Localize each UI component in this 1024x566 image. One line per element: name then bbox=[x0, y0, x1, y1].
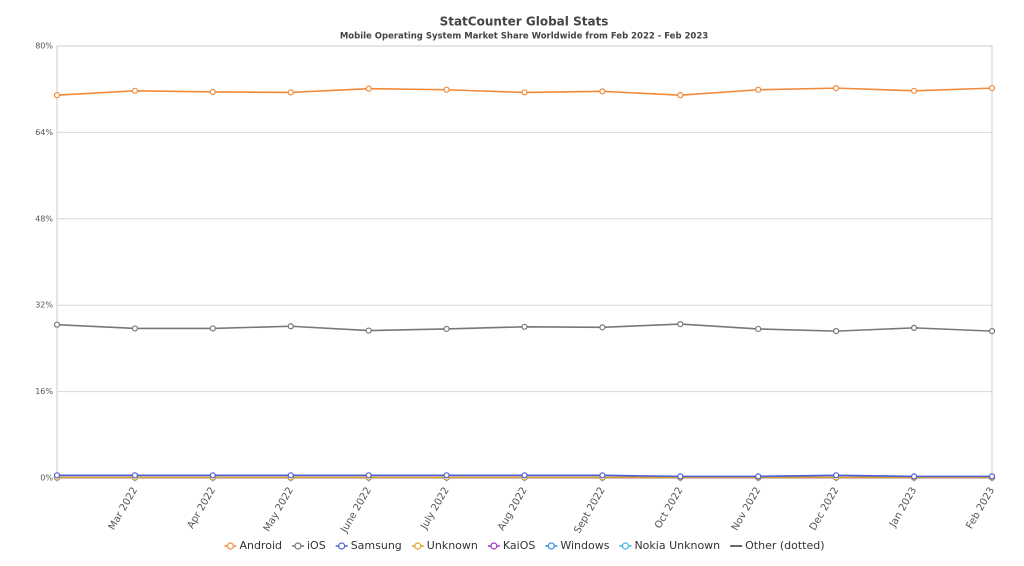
legend-marker bbox=[621, 542, 630, 550]
x-tick-label: July 2022 bbox=[418, 486, 451, 533]
plot-area bbox=[53, 85, 996, 481]
legend-label: Android bbox=[239, 539, 282, 552]
data-point bbox=[521, 323, 528, 330]
y-tick-label: 0% bbox=[40, 474, 53, 483]
legend-item: Unknown bbox=[411, 539, 478, 552]
data-point bbox=[833, 472, 840, 479]
legend-label: Windows bbox=[560, 539, 609, 552]
y-tick-label: 32% bbox=[35, 301, 53, 310]
data-point bbox=[910, 324, 918, 331]
data-point bbox=[910, 473, 918, 480]
legend-marker bbox=[414, 542, 422, 550]
data-point bbox=[131, 325, 139, 332]
grid bbox=[56, 45, 993, 482]
y-tick-label: 16% bbox=[35, 387, 53, 396]
data-point bbox=[443, 325, 450, 333]
legend-marker bbox=[226, 542, 235, 550]
legend-item: Nokia Unknown bbox=[619, 539, 720, 552]
data-point bbox=[599, 324, 606, 331]
data-point bbox=[209, 472, 216, 479]
chart-subtitle: Mobile Operating System Market Share Wor… bbox=[340, 32, 708, 42]
legend-item: Android bbox=[224, 539, 282, 552]
data-point bbox=[287, 89, 294, 96]
legend-item: Windows bbox=[545, 539, 610, 552]
data-point bbox=[988, 85, 996, 92]
data-point bbox=[988, 328, 996, 335]
legend-marker bbox=[338, 542, 346, 550]
data-point bbox=[209, 325, 216, 332]
data-point bbox=[131, 87, 139, 94]
y-tick-label: 48% bbox=[35, 214, 53, 223]
x-tick-label: Aug 2022 bbox=[496, 486, 530, 533]
y-tick-label: 80% bbox=[35, 42, 53, 51]
legend-marker bbox=[294, 542, 302, 550]
data-point bbox=[365, 472, 372, 479]
data-point bbox=[443, 86, 450, 93]
data-point bbox=[209, 88, 216, 96]
data-point bbox=[755, 86, 762, 93]
legend-item: KaiOS bbox=[487, 539, 535, 552]
data-point bbox=[365, 327, 372, 334]
data-point bbox=[833, 328, 840, 335]
data-point bbox=[677, 473, 684, 480]
legend: Android iOS Samsung Unknown KaiOS Windows Noki… bbox=[224, 539, 825, 552]
x-tick-label: Feb 2023 bbox=[964, 486, 997, 532]
legend-label: iOS bbox=[307, 539, 326, 552]
legend-item: Samsung bbox=[335, 539, 402, 552]
x-tick-label: Oct 2022 bbox=[653, 486, 685, 531]
data-point bbox=[53, 472, 61, 479]
legend-item: iOS bbox=[291, 539, 326, 552]
legend-label: Samsung bbox=[351, 539, 402, 552]
data-point bbox=[599, 472, 606, 479]
x-tick-label: Nov 2022 bbox=[730, 486, 764, 533]
data-point bbox=[677, 321, 684, 328]
x-tick-label: Dec 2022 bbox=[808, 486, 842, 533]
data-point bbox=[53, 92, 61, 99]
legend-label: Other (dotted) bbox=[745, 539, 824, 552]
data-point bbox=[599, 88, 606, 95]
data-point bbox=[131, 472, 139, 479]
data-point bbox=[677, 92, 684, 99]
data-point bbox=[365, 85, 372, 92]
data-point bbox=[521, 89, 528, 96]
x-tick-label: Mar 2022 bbox=[107, 486, 140, 533]
y-tick-label: 64% bbox=[35, 128, 53, 137]
legend-marker bbox=[490, 542, 498, 550]
x-tick-label: May 2022 bbox=[262, 486, 296, 534]
legend-label: Nokia Unknown bbox=[634, 539, 720, 552]
data-point bbox=[287, 323, 294, 330]
data-point bbox=[521, 472, 528, 479]
x-tick-label: Apr 2022 bbox=[186, 486, 218, 531]
data-point bbox=[443, 472, 450, 479]
data-point bbox=[833, 85, 840, 92]
x-tick-label: Jan 2023 bbox=[887, 486, 919, 531]
x-tick-label: June 2022 bbox=[339, 486, 374, 536]
data-point bbox=[287, 472, 294, 479]
data-point bbox=[755, 473, 762, 480]
data-point bbox=[755, 325, 762, 333]
data-point bbox=[53, 321, 61, 328]
legend-label: KaiOS bbox=[503, 539, 535, 552]
data-point bbox=[910, 87, 918, 94]
plot-frame bbox=[56, 45, 993, 479]
x-tick-label: Sept 2022 bbox=[572, 486, 607, 536]
chart-title: StatCounter Global Stats bbox=[440, 15, 609, 29]
legend-label: Unknown bbox=[427, 539, 478, 552]
data-point bbox=[988, 473, 996, 480]
legend-item: Other (dotted) bbox=[730, 539, 825, 552]
legend-marker bbox=[547, 542, 555, 550]
